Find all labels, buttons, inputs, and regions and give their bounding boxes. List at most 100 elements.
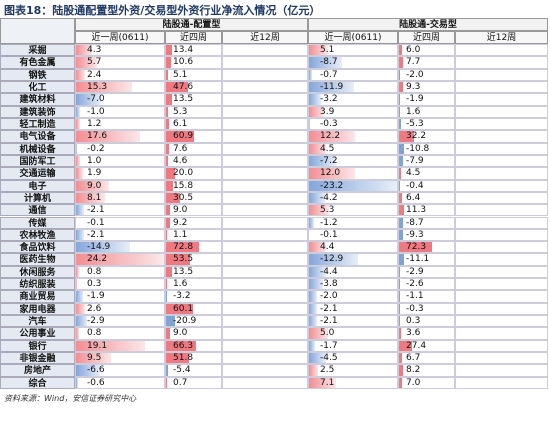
cell — [165, 376, 222, 389]
value: 6.4 — [406, 192, 421, 203]
cell — [165, 44, 222, 57]
cell — [308, 265, 398, 279]
value: -0.4 — [406, 180, 424, 191]
cell — [75, 278, 165, 291]
value: -2.0 — [406, 69, 424, 80]
cell — [308, 56, 398, 69]
cell — [165, 204, 222, 217]
industry-cell: 房地产 — [0, 364, 75, 377]
cell — [165, 241, 222, 254]
cell — [455, 241, 548, 254]
cell — [398, 68, 455, 81]
industry-cell: 建筑材料 — [0, 93, 75, 106]
value: 4.5 — [320, 143, 335, 154]
data-bar — [309, 291, 317, 302]
data-bar — [399, 205, 405, 216]
cell — [398, 179, 455, 192]
cell — [455, 93, 548, 106]
value: 1.2 — [87, 118, 102, 129]
value: 17.6 — [87, 131, 108, 142]
cell — [455, 142, 548, 155]
industry-cell: 银行 — [0, 339, 75, 353]
value: -3.2 — [320, 94, 338, 105]
data-bar — [166, 192, 180, 204]
cell — [455, 167, 548, 180]
cell — [398, 265, 455, 279]
data-bar — [399, 45, 402, 56]
cell — [455, 68, 548, 81]
cell — [75, 339, 165, 353]
data-bar — [166, 254, 191, 265]
industry-cell: 农林牧渔 — [0, 228, 75, 242]
data-bar — [309, 118, 311, 130]
cell — [222, 352, 308, 365]
data-bar — [309, 340, 316, 352]
value: -7.2 — [320, 155, 338, 166]
industry-cell: 传媒 — [0, 216, 75, 229]
value: 5.3 — [173, 106, 188, 117]
cell — [222, 364, 308, 377]
cell — [165, 167, 222, 180]
cell — [398, 56, 455, 69]
title: 图表18：陆股通配置型外资/交易型外资行业净流入情况（亿元） — [4, 4, 321, 17]
data-bar — [166, 365, 169, 376]
cell — [455, 327, 548, 340]
cell — [165, 216, 222, 229]
cell — [308, 80, 398, 94]
value: -2.1 — [87, 205, 105, 216]
cell — [75, 253, 165, 266]
value: -6.6 — [87, 365, 105, 376]
industry-cell: 电子 — [0, 179, 75, 192]
cell — [398, 130, 455, 143]
value: -1.2 — [320, 217, 338, 228]
value: 7.1 — [320, 377, 335, 388]
cell — [398, 327, 455, 340]
cell — [75, 105, 165, 118]
value: 32.2 — [406, 131, 427, 142]
value: 15.8 — [173, 180, 194, 191]
cell — [75, 327, 165, 340]
data-bar — [399, 168, 402, 179]
cell — [165, 253, 222, 266]
value: -5.4 — [173, 365, 191, 376]
data-bar — [166, 168, 176, 179]
cell — [455, 265, 548, 279]
cell — [398, 241, 455, 254]
data-bar — [166, 303, 194, 315]
value: -0.6 — [87, 377, 105, 388]
value: -4.2 — [320, 192, 338, 203]
sub-header: 近一周(0611) — [75, 31, 165, 44]
value: 47.6 — [173, 81, 194, 92]
value: 4.6 — [173, 155, 188, 166]
data-bar — [399, 106, 400, 117]
cell — [165, 290, 222, 303]
cell — [222, 142, 308, 155]
value: 24.2 — [87, 254, 108, 265]
cell — [455, 204, 548, 217]
data-bar — [399, 242, 432, 253]
value: -2.6 — [406, 279, 424, 290]
value: -0.1 — [87, 217, 105, 228]
cell — [398, 376, 455, 389]
value: -5.3 — [406, 118, 424, 129]
value: 2.4 — [87, 69, 102, 80]
cell — [222, 154, 308, 168]
cell — [398, 253, 455, 266]
cell — [222, 56, 308, 69]
value: -2.1 — [320, 316, 338, 327]
data-bar — [76, 254, 164, 265]
cell — [222, 216, 308, 229]
cell — [455, 130, 548, 143]
data-bar — [166, 279, 167, 290]
value: 5.0 — [320, 328, 335, 339]
industry-cell: 采掘 — [0, 44, 75, 57]
data-bar — [399, 131, 414, 142]
cell — [75, 117, 165, 131]
cell — [398, 154, 455, 168]
data-bar — [309, 217, 314, 228]
cell — [398, 80, 455, 94]
cell — [222, 68, 308, 81]
data-bar — [166, 180, 174, 191]
data-bar — [399, 57, 403, 68]
